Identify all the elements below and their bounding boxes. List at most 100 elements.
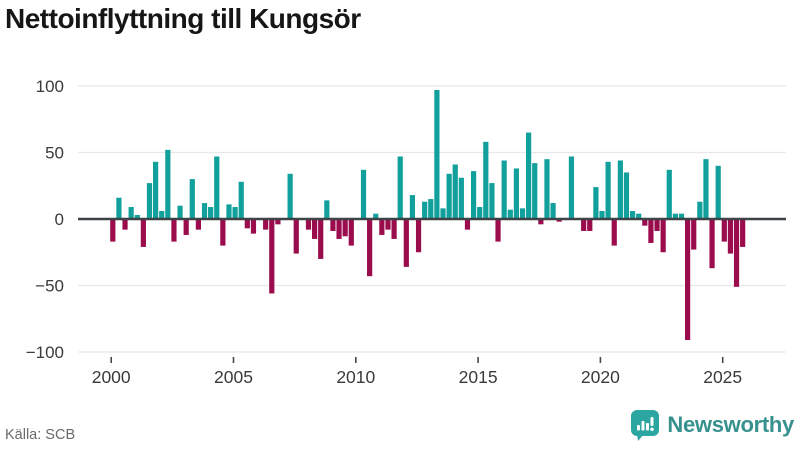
bar-2023Q4 [691, 219, 697, 250]
bar-2000Q2 [116, 197, 122, 219]
bar-2016Q2 [507, 209, 513, 219]
bar-2002Q4 [177, 205, 183, 219]
bar-2024Q1 [697, 201, 703, 219]
bar-2004Q4 [226, 204, 232, 219]
x-tick-label-2020: 2020 [581, 367, 620, 387]
bar-2021Q1 [623, 172, 630, 219]
bar-2004Q2 [214, 156, 220, 219]
bar-2006Q3 [269, 219, 275, 294]
bar-2022Q2 [654, 219, 660, 231]
bar-2014Q3 [464, 219, 471, 230]
bar-2017Q3 [538, 219, 544, 225]
logo-exclamation [650, 417, 654, 426]
bar-2007Q2 [287, 173, 293, 219]
bar-2010Q2 [360, 169, 367, 219]
bar-2020Q2 [605, 161, 611, 219]
newsworthy-icon [631, 410, 660, 441]
bar-2016Q4 [519, 208, 526, 219]
x-tick-label-2010: 2010 [336, 367, 375, 387]
bar-2022Q1 [648, 219, 654, 243]
logo-bar-1 [637, 425, 641, 431]
bar-2011Q3 [391, 219, 397, 239]
bar-2002Q2 [165, 149, 171, 219]
bar-2013Q2 [434, 89, 440, 220]
bar-2024Q4 [715, 165, 721, 219]
bar-2005Q2 [238, 181, 244, 219]
bar-2023Q2 [678, 213, 685, 219]
bar-2008Q1 [305, 219, 312, 230]
bar-2014Q2 [458, 177, 464, 219]
bar-2003Q3 [195, 219, 202, 230]
bar-2020Q3 [611, 219, 617, 246]
bar-2011Q4 [397, 156, 403, 219]
bar-2005Q4 [250, 219, 257, 234]
bar-2005Q1 [232, 207, 238, 219]
bar-2013Q3 [440, 208, 446, 219]
newsworthy-wordmark: Newsworthy [667, 412, 794, 437]
bar-2017Q2 [532, 163, 538, 219]
bar-2001Q4 [153, 161, 159, 219]
bar-2025Q3 [733, 219, 740, 287]
bar-2016Q3 [513, 168, 519, 219]
bar-2014Q1 [452, 164, 458, 219]
x-tick-label-2005: 2005 [214, 367, 253, 387]
x-tick-label-2000: 2000 [92, 367, 131, 387]
bar-2008Q4 [324, 200, 330, 219]
y-tick-label: 100 [36, 77, 64, 96]
bar-2000Q3 [122, 219, 128, 230]
bar-2025Q2 [727, 219, 734, 254]
bar-2021Q3 [636, 213, 642, 219]
bar-2001Q3 [146, 183, 153, 219]
bar-2002Q3 [171, 219, 177, 242]
logo-exclamation-dot [650, 427, 655, 431]
bar-2008Q3 [318, 219, 324, 259]
bar-2019Q4 [593, 187, 599, 219]
newsworthy-logo[interactable]: Newsworthy [630, 409, 794, 441]
bar-2012Q3 [415, 219, 422, 253]
bar-2010Q4 [373, 213, 379, 219]
bar-2021Q2 [629, 211, 636, 219]
bar-2011Q1 [379, 219, 385, 235]
source-label: Källa: SCB [5, 427, 76, 443]
bar-2008Q2 [312, 219, 318, 239]
bar-2009Q2 [336, 219, 342, 239]
bar-2016Q1 [501, 160, 507, 219]
bar-2004Q3 [220, 219, 226, 246]
bar-2003Q4 [201, 203, 208, 219]
bar-2005Q3 [244, 219, 250, 229]
bar-2019Q2 [581, 219, 587, 231]
bar-2022Q3 [660, 219, 666, 253]
logo-bar-2 [641, 421, 645, 431]
bar-2025Q1 [721, 219, 727, 242]
bar-2019Q3 [587, 219, 593, 231]
bar-2012Q2 [409, 195, 416, 219]
bar-2003Q2 [189, 179, 195, 219]
bar-2015Q3 [489, 183, 495, 219]
chart-title: Nettoinflyttning till Kungsör [5, 3, 361, 34]
bar-2013Q1 [428, 199, 434, 219]
bar-2009Q3 [342, 219, 348, 237]
bar-2024Q2 [703, 159, 709, 219]
bar-2013Q4 [446, 173, 452, 219]
logo-bubble [631, 410, 660, 436]
bar-2009Q4 [348, 219, 354, 246]
x-tick-label-2025: 2025 [703, 367, 742, 387]
bar-2018Q4 [568, 156, 575, 219]
bar-2015Q2 [483, 141, 489, 219]
bar-2000Q4 [128, 207, 134, 219]
logo-bar-3 [646, 423, 650, 431]
y-tick-label: −100 [26, 343, 64, 362]
bar-2025Q4 [740, 219, 746, 247]
bar-2006Q2 [263, 219, 269, 230]
x-tick-label-2015: 2015 [459, 367, 498, 387]
bar-2010Q3 [367, 219, 373, 277]
bar-2014Q4 [470, 171, 477, 219]
bar-2004Q1 [208, 207, 214, 219]
bar-2023Q3 [685, 219, 691, 341]
bar-2009Q1 [330, 219, 336, 231]
bar-2021Q4 [642, 219, 648, 226]
bar-2001Q2 [140, 219, 146, 247]
bar-2023Q1 [672, 213, 678, 219]
